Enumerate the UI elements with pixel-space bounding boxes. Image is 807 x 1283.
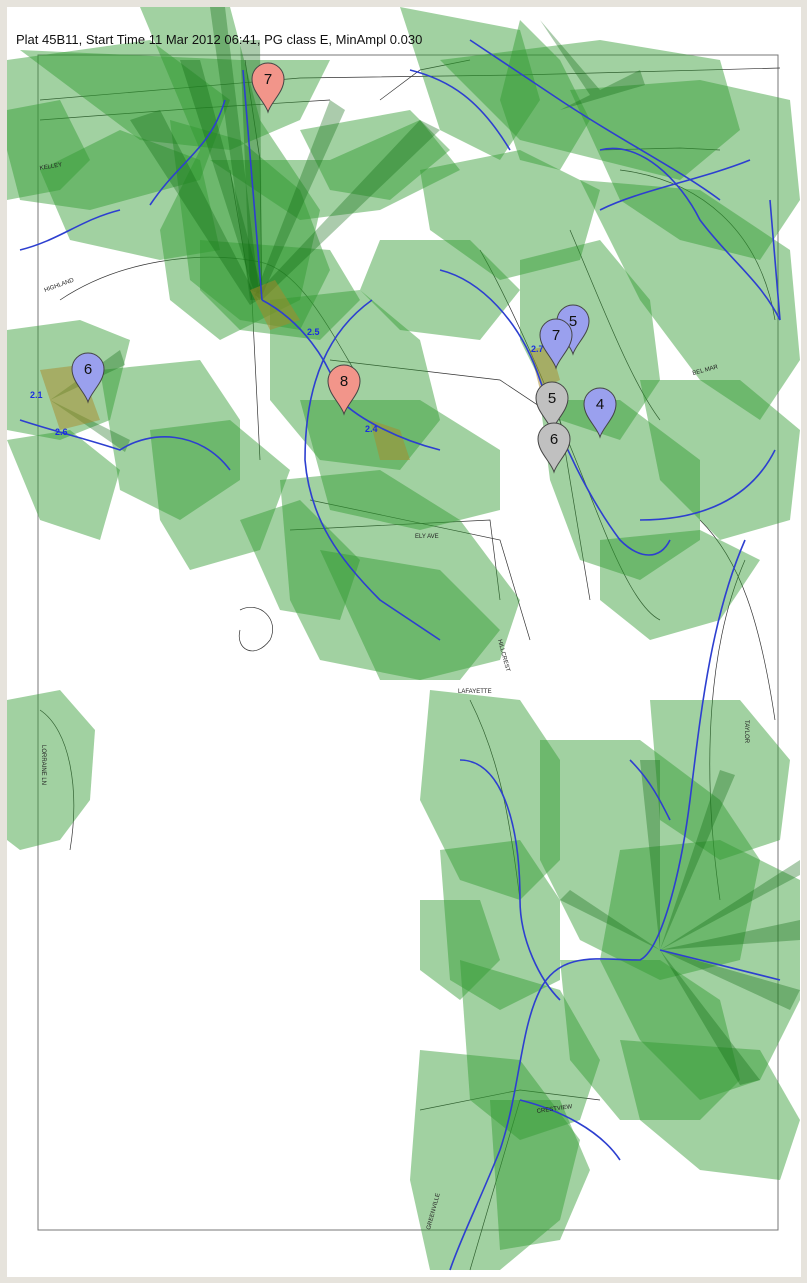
map-canvas: 2.1 2.6 2.5 2.4 2.7 HIGHLAND LAFAYETTE C… (7, 7, 801, 1277)
street-label-lafayette: LAFAYETTE (458, 689, 492, 695)
map-marker-blue[interactable]: 5 (556, 304, 590, 355)
street-label-taylor: TAYLOR (743, 720, 749, 744)
street-label-kelley: KELLEY (39, 162, 62, 172)
map-markers[interactable]: 7 8 6 5 7 4 5 (71, 62, 617, 473)
marker-label: 6 (84, 361, 92, 378)
marker-label: 5 (569, 313, 577, 330)
map-marker-blue[interactable]: 6 (71, 352, 105, 403)
plume-rays (50, 7, 800, 1085)
blue-annotations: 2.1 2.6 2.5 2.4 2.7 (30, 327, 544, 437)
map-title: Plat 45B11, Start Time 11 Mar 2012 06:41… (16, 32, 423, 47)
marker-label: 7 (264, 71, 272, 88)
marker-label: 5 (548, 390, 556, 407)
map-marker-blue[interactable]: 7 (539, 318, 573, 369)
leak-plumes (7, 7, 800, 1270)
street-label-ely-ave: ELY AVE (415, 534, 439, 540)
street-label-crestview: CRESTVIEW (536, 1104, 572, 1115)
marker-label: 7 (552, 327, 560, 344)
annotation-2-5: 2.5 (307, 327, 320, 337)
annotation-2-6: 2.6 (55, 427, 68, 437)
map-svg: 2.1 2.6 2.5 2.4 2.7 HIGHLAND LAFAYETTE C… (7, 7, 800, 1271)
marker-label: 8 (340, 373, 348, 390)
street-label-highland: HIGHLAND (44, 277, 76, 293)
annotation-2-1: 2.1 (30, 390, 43, 400)
map-marker-gray[interactable]: 5 (535, 381, 569, 432)
map-marker-red[interactable]: 7 (251, 62, 285, 113)
marker-label: 4 (596, 396, 604, 413)
street-label-lorraine: LORRAINE LN (40, 745, 46, 785)
marker-label: 6 (550, 431, 558, 448)
annotation-2-7: 2.7 (531, 344, 544, 354)
map-marker-blue[interactable]: 4 (583, 387, 617, 438)
map-marker-red[interactable]: 8 (327, 364, 361, 415)
annotation-2-4: 2.4 (365, 424, 378, 434)
map-marker-gray[interactable]: 6 (537, 422, 571, 473)
